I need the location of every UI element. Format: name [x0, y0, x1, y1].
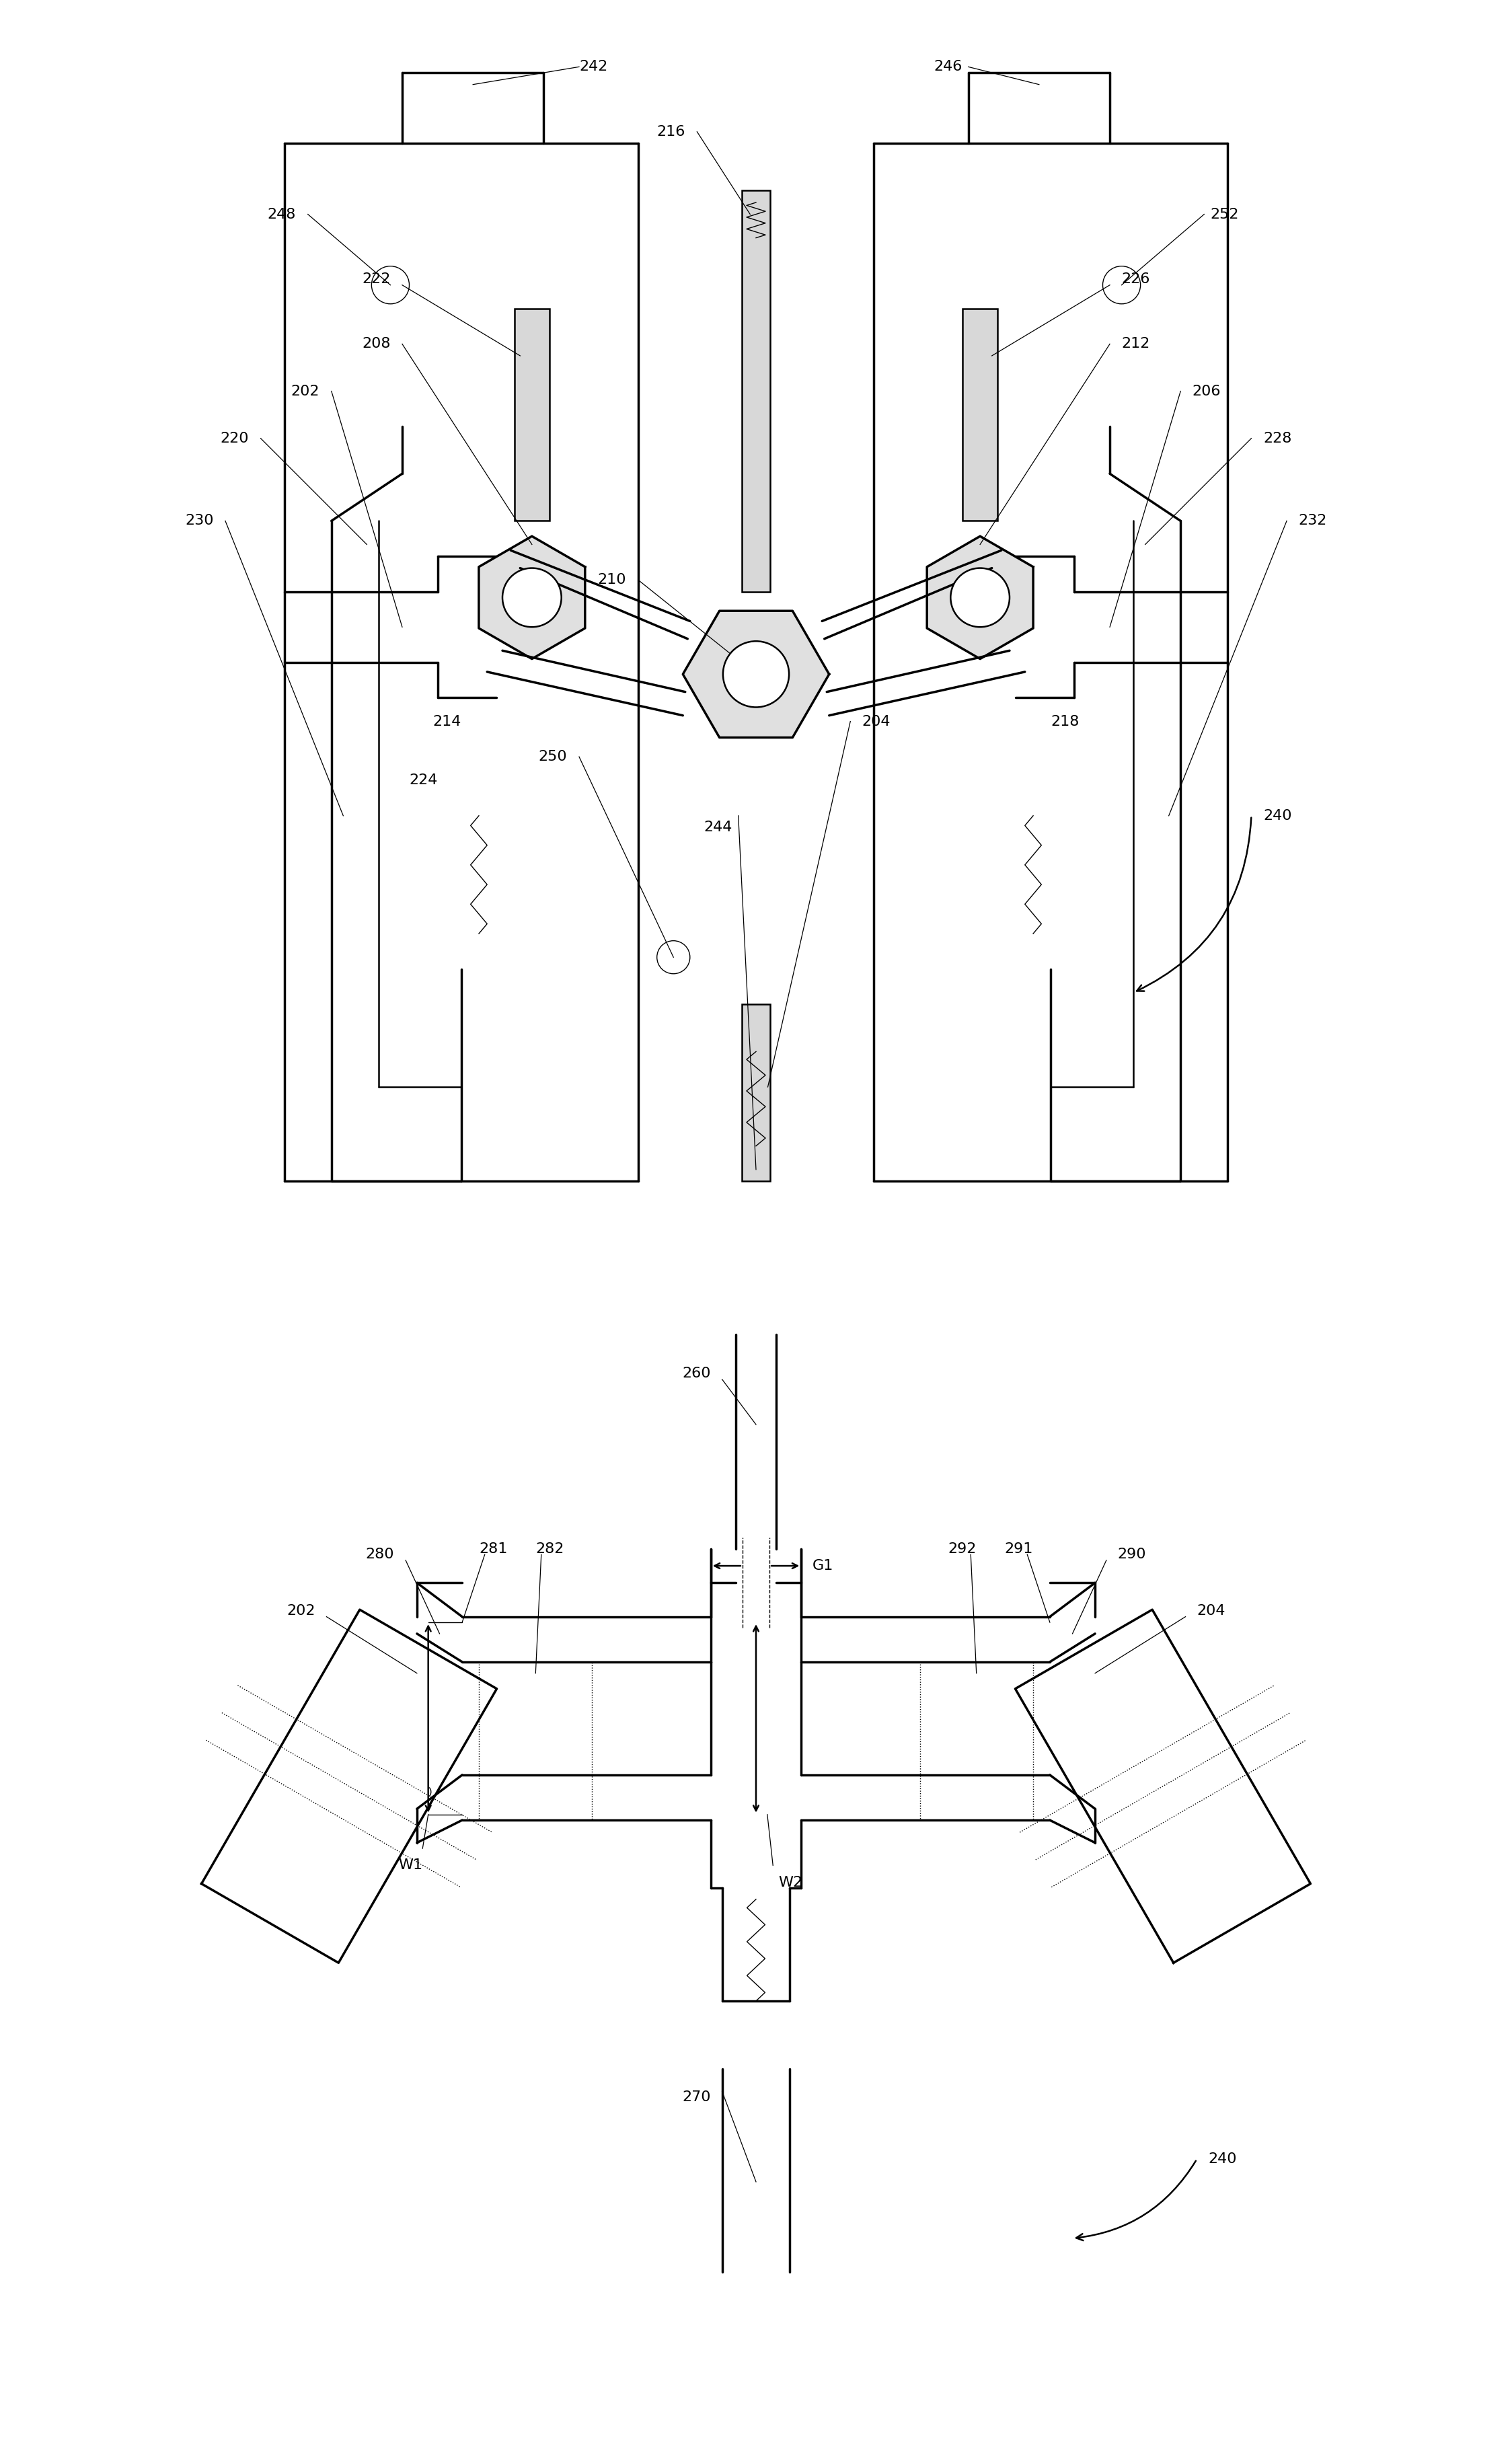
- Bar: [742, 192, 770, 592]
- Bar: [962, 310, 998, 521]
- Polygon shape: [201, 1609, 497, 1963]
- Text: 220: 220: [221, 432, 249, 445]
- Text: 260: 260: [682, 1366, 711, 1381]
- Polygon shape: [927, 536, 1033, 658]
- Text: 240: 240: [1208, 2152, 1237, 2167]
- Text: 232: 232: [1299, 514, 1328, 528]
- Text: 252: 252: [1210, 206, 1238, 221]
- Text: 291: 291: [1004, 1543, 1033, 1555]
- Text: 226: 226: [1122, 273, 1151, 285]
- Text: 281: 281: [479, 1543, 508, 1555]
- Polygon shape: [479, 536, 585, 658]
- Text: 246: 246: [934, 59, 962, 74]
- Text: 270: 270: [682, 2091, 711, 2103]
- Text: G1: G1: [812, 1560, 833, 1572]
- Text: 214: 214: [432, 715, 461, 727]
- Text: 208: 208: [361, 337, 390, 351]
- Text: 206: 206: [1193, 383, 1222, 398]
- Text: 250: 250: [538, 749, 567, 764]
- Text: 204: 204: [862, 715, 891, 727]
- Text: 292: 292: [948, 1543, 977, 1555]
- Bar: [919, 1661, 1033, 1821]
- Text: 224: 224: [410, 774, 437, 786]
- Text: 242: 242: [579, 59, 608, 74]
- Text: 280: 280: [366, 1548, 395, 1560]
- Text: 240: 240: [1263, 808, 1291, 823]
- Text: 244: 244: [705, 821, 732, 835]
- Text: 204: 204: [1198, 1604, 1225, 1617]
- Text: 212: 212: [1122, 337, 1151, 351]
- Text: W1: W1: [398, 1857, 422, 1872]
- Text: 282: 282: [535, 1543, 564, 1555]
- Bar: [742, 1005, 770, 1182]
- Text: 210: 210: [597, 572, 626, 587]
- Bar: [479, 1661, 593, 1821]
- Text: W2: W2: [779, 1875, 803, 1889]
- Circle shape: [723, 641, 789, 708]
- Text: 230: 230: [184, 514, 213, 528]
- Text: 290: 290: [1117, 1548, 1146, 1560]
- Text: 216: 216: [656, 125, 685, 138]
- Text: 228: 228: [1263, 432, 1291, 445]
- Text: 248: 248: [268, 206, 296, 221]
- Polygon shape: [1015, 1609, 1311, 1963]
- Circle shape: [502, 568, 561, 627]
- Text: 218: 218: [1051, 715, 1080, 727]
- Text: 202: 202: [287, 1604, 314, 1617]
- Text: 202: 202: [290, 383, 319, 398]
- Bar: [514, 310, 550, 521]
- Polygon shape: [683, 612, 829, 737]
- Text: 222: 222: [361, 273, 390, 285]
- Circle shape: [951, 568, 1010, 627]
